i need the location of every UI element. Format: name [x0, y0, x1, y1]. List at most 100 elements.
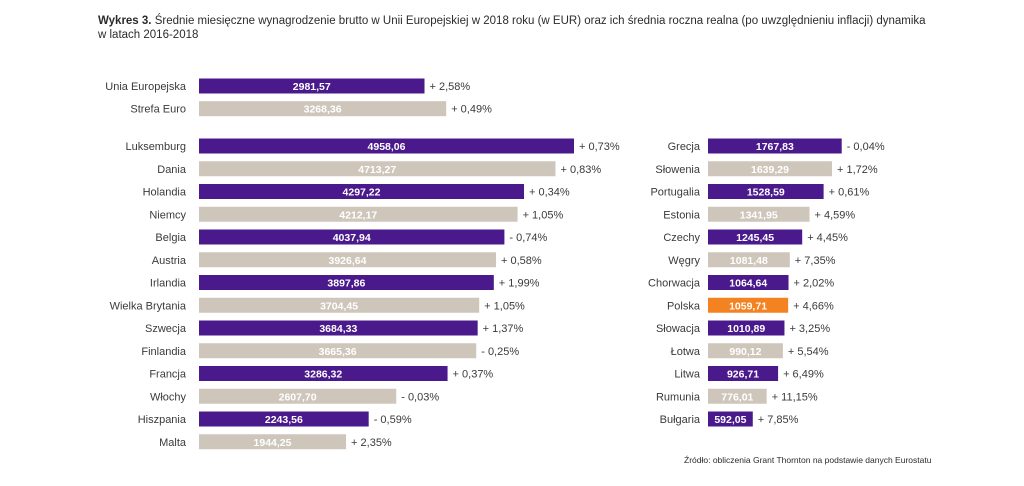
dynamics-label-right-9: + 5,54% [788, 346, 829, 358]
dynamics-label-left-10: + 0,37% [453, 369, 494, 381]
category-label-right-6: Chorwacja [648, 278, 701, 290]
bar-left-4 [199, 229, 505, 245]
bar-left-7 [199, 297, 480, 313]
bar-value-label-left-7: 3704,45 [320, 300, 358, 312]
category-label-right-12: Bułgaria [660, 414, 701, 426]
dynamics-label-right-4: + 4,45% [807, 232, 848, 244]
category-label-left-7: Wielka Brytania [110, 300, 187, 312]
category-label-left-2: Holandia [143, 187, 187, 199]
dynamics-label-left-5: + 0,58% [501, 255, 542, 267]
category-label-left-1: Dania [157, 164, 187, 176]
bar-value-label-right-9: 990,12 [729, 346, 761, 358]
bar-value-label-left-10: 3286,32 [304, 369, 342, 381]
category-label-left-13: Malta [159, 437, 187, 449]
category-label-right-11: Rumunia [656, 391, 701, 403]
category-label-left-6: Irlandia [150, 278, 187, 290]
category-label-left-5: Austria [152, 255, 187, 267]
dynamics-label-left-7: + 1,05% [484, 300, 525, 312]
category-label-left-8: Szwecja [145, 323, 187, 335]
category-label-left-9: Finlandia [141, 346, 187, 358]
bar-right-1 [708, 161, 832, 177]
bar-value-label-right-5: 1081,48 [730, 255, 768, 267]
bar-value-label-left-5: 3926,64 [329, 255, 367, 267]
category-label-left-4: Belgia [155, 232, 186, 244]
bar-value-label-left-8: 3684,33 [319, 323, 357, 335]
bar-value-label-right-10: 926,71 [727, 369, 759, 381]
category-label-aggregates-1: Strefa Euro [130, 104, 186, 116]
bar-right-8 [708, 320, 785, 336]
dynamics-label-left-0: + 0,73% [579, 141, 620, 153]
dynamics-label-left-12: - 0,59% [374, 414, 412, 426]
category-label-right-9: Łotwa [671, 346, 701, 358]
bar-value-label-right-1: 1639,29 [751, 164, 789, 176]
bar-value-label-right-2: 1528,59 [747, 187, 785, 199]
bar-value-label-right-6: 1064,64 [729, 278, 767, 290]
bar-value-label-left-1: 4713,27 [358, 164, 396, 176]
dynamics-label-right-12: + 7,85% [758, 414, 799, 426]
bar-value-label-right-11: 776,01 [721, 391, 753, 403]
bar-left-10 [199, 366, 448, 381]
bar-left-2 [199, 184, 525, 199]
bar-value-label-left-3: 4212,17 [339, 209, 377, 221]
bar-right-0 [708, 138, 842, 154]
bar-left-1 [199, 161, 556, 177]
bar-value-label-left-4: 4037,94 [333, 232, 371, 244]
dynamics-label-left-4: - 0,74% [509, 232, 547, 244]
category-label-right-7: Polska [667, 300, 701, 312]
bar-right-3 [708, 206, 810, 222]
bar-value-label-right-7: 1059,71 [729, 300, 767, 312]
bar-right-10 [708, 366, 779, 381]
bar-aggregates-0 [199, 78, 425, 94]
category-label-right-8: Słowacja [656, 323, 701, 335]
bar-value-label-right-8: 1010,89 [727, 323, 765, 335]
bar-value-label-left-2: 4297,22 [343, 187, 381, 199]
dynamics-label-aggregates-1: + 0,49% [451, 104, 492, 116]
bar-value-label-aggregates-0: 2981,57 [293, 81, 331, 93]
bar-value-label-right-3: 1341,95 [740, 209, 778, 221]
bar-value-label-left-12: 2243,56 [265, 414, 303, 426]
dynamics-label-left-1: + 0,83% [560, 164, 601, 176]
bar-left-5 [199, 252, 496, 268]
dynamics-label-right-1: + 1,72% [837, 164, 878, 176]
category-label-right-10: Litwa [674, 369, 701, 381]
dynamics-label-right-8: + 3,25% [789, 323, 830, 335]
bar-value-label-left-9: 3665,36 [319, 346, 357, 358]
bar-left-6 [199, 275, 494, 290]
category-label-left-3: Niemcy [149, 209, 186, 221]
bar-left-8 [199, 320, 478, 336]
category-label-left-12: Hiszpania [138, 414, 187, 426]
category-label-right-3: Estonia [663, 209, 701, 221]
category-label-right-5: Węgry [668, 255, 700, 267]
dynamics-label-right-5: + 7,35% [795, 255, 836, 267]
bar-right-6 [708, 275, 789, 290]
dynamics-label-aggregates-0: + 2,58% [430, 81, 471, 93]
dynamics-label-left-9: - 0,25% [481, 346, 519, 358]
bar-left-13 [199, 434, 347, 450]
dynamics-label-right-7: + 4,66% [793, 300, 834, 312]
category-label-right-4: Czechy [663, 232, 700, 244]
bar-right-4 [708, 229, 803, 245]
dynamics-label-right-10: + 6,49% [783, 369, 824, 381]
category-label-aggregates-0: Unia Europejska [105, 81, 187, 93]
dynamics-label-right-11: + 11,15% [772, 391, 818, 403]
bar-left-3 [199, 206, 518, 222]
source-note: Źródło: obliczenia Grant Thornton na pod… [684, 455, 932, 465]
bar-value-label-left-6: 3897,86 [327, 278, 365, 290]
category-label-left-11: Włochy [150, 391, 187, 403]
bar-right-12 [708, 411, 753, 427]
bar-right-9 [708, 343, 783, 359]
bar-right-2 [708, 184, 824, 199]
bar-left-12 [199, 411, 369, 427]
chart-title: Wykres 3. Średnie miesięczne wynagrodzen… [98, 14, 978, 42]
bar-value-label-right-12: 592,05 [714, 414, 746, 426]
dynamics-label-right-2: + 0,61% [829, 187, 870, 199]
bar-aggregates-1 [199, 101, 447, 117]
dynamics-label-left-13: + 2,35% [351, 437, 392, 449]
category-label-right-1: Słowenia [655, 164, 701, 176]
chart-title-prefix: Wykres 3. [98, 15, 152, 27]
bar-value-label-right-0: 1767,83 [756, 141, 794, 153]
bar-left-9 [199, 343, 477, 359]
bar-right-11 [708, 388, 767, 404]
chart-title-text: Średnie miesięczne wynagrodzenie brutto … [154, 15, 926, 27]
